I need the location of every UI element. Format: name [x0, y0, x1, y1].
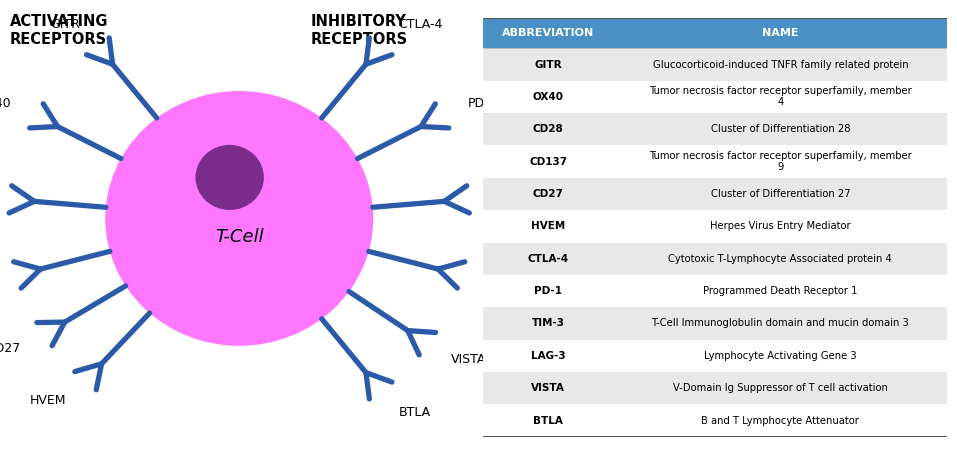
Text: B and T Lymphocyte Attenuator: B and T Lymphocyte Attenuator	[701, 415, 859, 425]
Text: Lymphocyte Activating Gene 3: Lymphocyte Activating Gene 3	[704, 351, 857, 361]
Text: VISTA: VISTA	[451, 353, 486, 366]
Text: BTLA: BTLA	[533, 415, 564, 425]
Text: Cluster of Differentiation 28: Cluster of Differentiation 28	[711, 124, 850, 134]
Text: ABBREVIATION: ABBREVIATION	[502, 28, 594, 38]
Text: OX40: OX40	[0, 96, 11, 110]
Bar	[483, 307, 947, 340]
Text: LAG-3: LAG-3	[531, 351, 566, 361]
Text: PD-1: PD-1	[467, 96, 497, 110]
Text: HVEM: HVEM	[531, 222, 566, 232]
Text: CTLA-4: CTLA-4	[398, 18, 443, 31]
Text: HVEM: HVEM	[30, 394, 66, 408]
Text: VISTA: VISTA	[531, 383, 566, 393]
Text: Cluster of Differentiation 27: Cluster of Differentiation 27	[710, 189, 850, 199]
Text: Herpes Virus Entry Mediator: Herpes Virus Entry Mediator	[710, 222, 851, 232]
Text: CTLA-4: CTLA-4	[527, 254, 568, 264]
Text: OX40: OX40	[533, 92, 564, 102]
Bar	[483, 243, 947, 275]
Bar	[483, 146, 947, 178]
Text: TIM-3: TIM-3	[532, 318, 565, 329]
Text: INHIBITORY
RECEPTORS: INHIBITORY RECEPTORS	[311, 14, 408, 47]
Text: GITR: GITR	[51, 18, 80, 31]
Text: T-Cell Immunoglobulin domain and mucin domain 3: T-Cell Immunoglobulin domain and mucin d…	[652, 318, 909, 329]
Bar	[483, 113, 947, 146]
Text: Tumor necrosis factor receptor superfamily, member
4: Tumor necrosis factor receptor superfami…	[649, 86, 912, 107]
Bar	[483, 178, 947, 210]
Text: Tumor necrosis factor receptor superfamily, member
9: Tumor necrosis factor receptor superfami…	[649, 151, 912, 172]
Text: Programmed Death Receptor 1: Programmed Death Receptor 1	[703, 286, 857, 296]
Text: TIM-3: TIM-3	[497, 191, 531, 203]
Text: BTLA: BTLA	[398, 405, 431, 419]
Text: GITR: GITR	[534, 60, 562, 70]
Text: PD-1: PD-1	[534, 286, 563, 296]
Bar	[483, 275, 947, 307]
Circle shape	[105, 91, 373, 346]
Bar	[483, 210, 947, 243]
Text: LAG-3: LAG-3	[489, 275, 526, 288]
Text: CD27: CD27	[533, 189, 564, 199]
Bar	[483, 372, 947, 404]
Text: T-Cell: T-Cell	[215, 228, 263, 246]
Bar	[483, 18, 947, 48]
Bar	[483, 48, 947, 81]
Text: V-Domain Ig Suppressor of T cell activation: V-Domain Ig Suppressor of T cell activat…	[673, 383, 888, 393]
Text: Cytotoxic T-Lymphocyte Associated protein 4: Cytotoxic T-Lymphocyte Associated protei…	[668, 254, 892, 264]
Text: NAME: NAME	[762, 28, 798, 38]
Bar	[483, 340, 947, 372]
Text: CD27: CD27	[0, 342, 20, 355]
Text: CD137: CD137	[529, 157, 568, 167]
Bar	[483, 81, 947, 113]
Bar	[483, 404, 947, 437]
Text: Glucocorticoid-induced TNFR family related protein: Glucocorticoid-induced TNFR family relat…	[653, 60, 908, 70]
Text: ACTIVATING
RECEPTORS: ACTIVATING RECEPTORS	[10, 14, 108, 47]
Circle shape	[196, 146, 263, 209]
Text: CD28: CD28	[533, 124, 564, 134]
